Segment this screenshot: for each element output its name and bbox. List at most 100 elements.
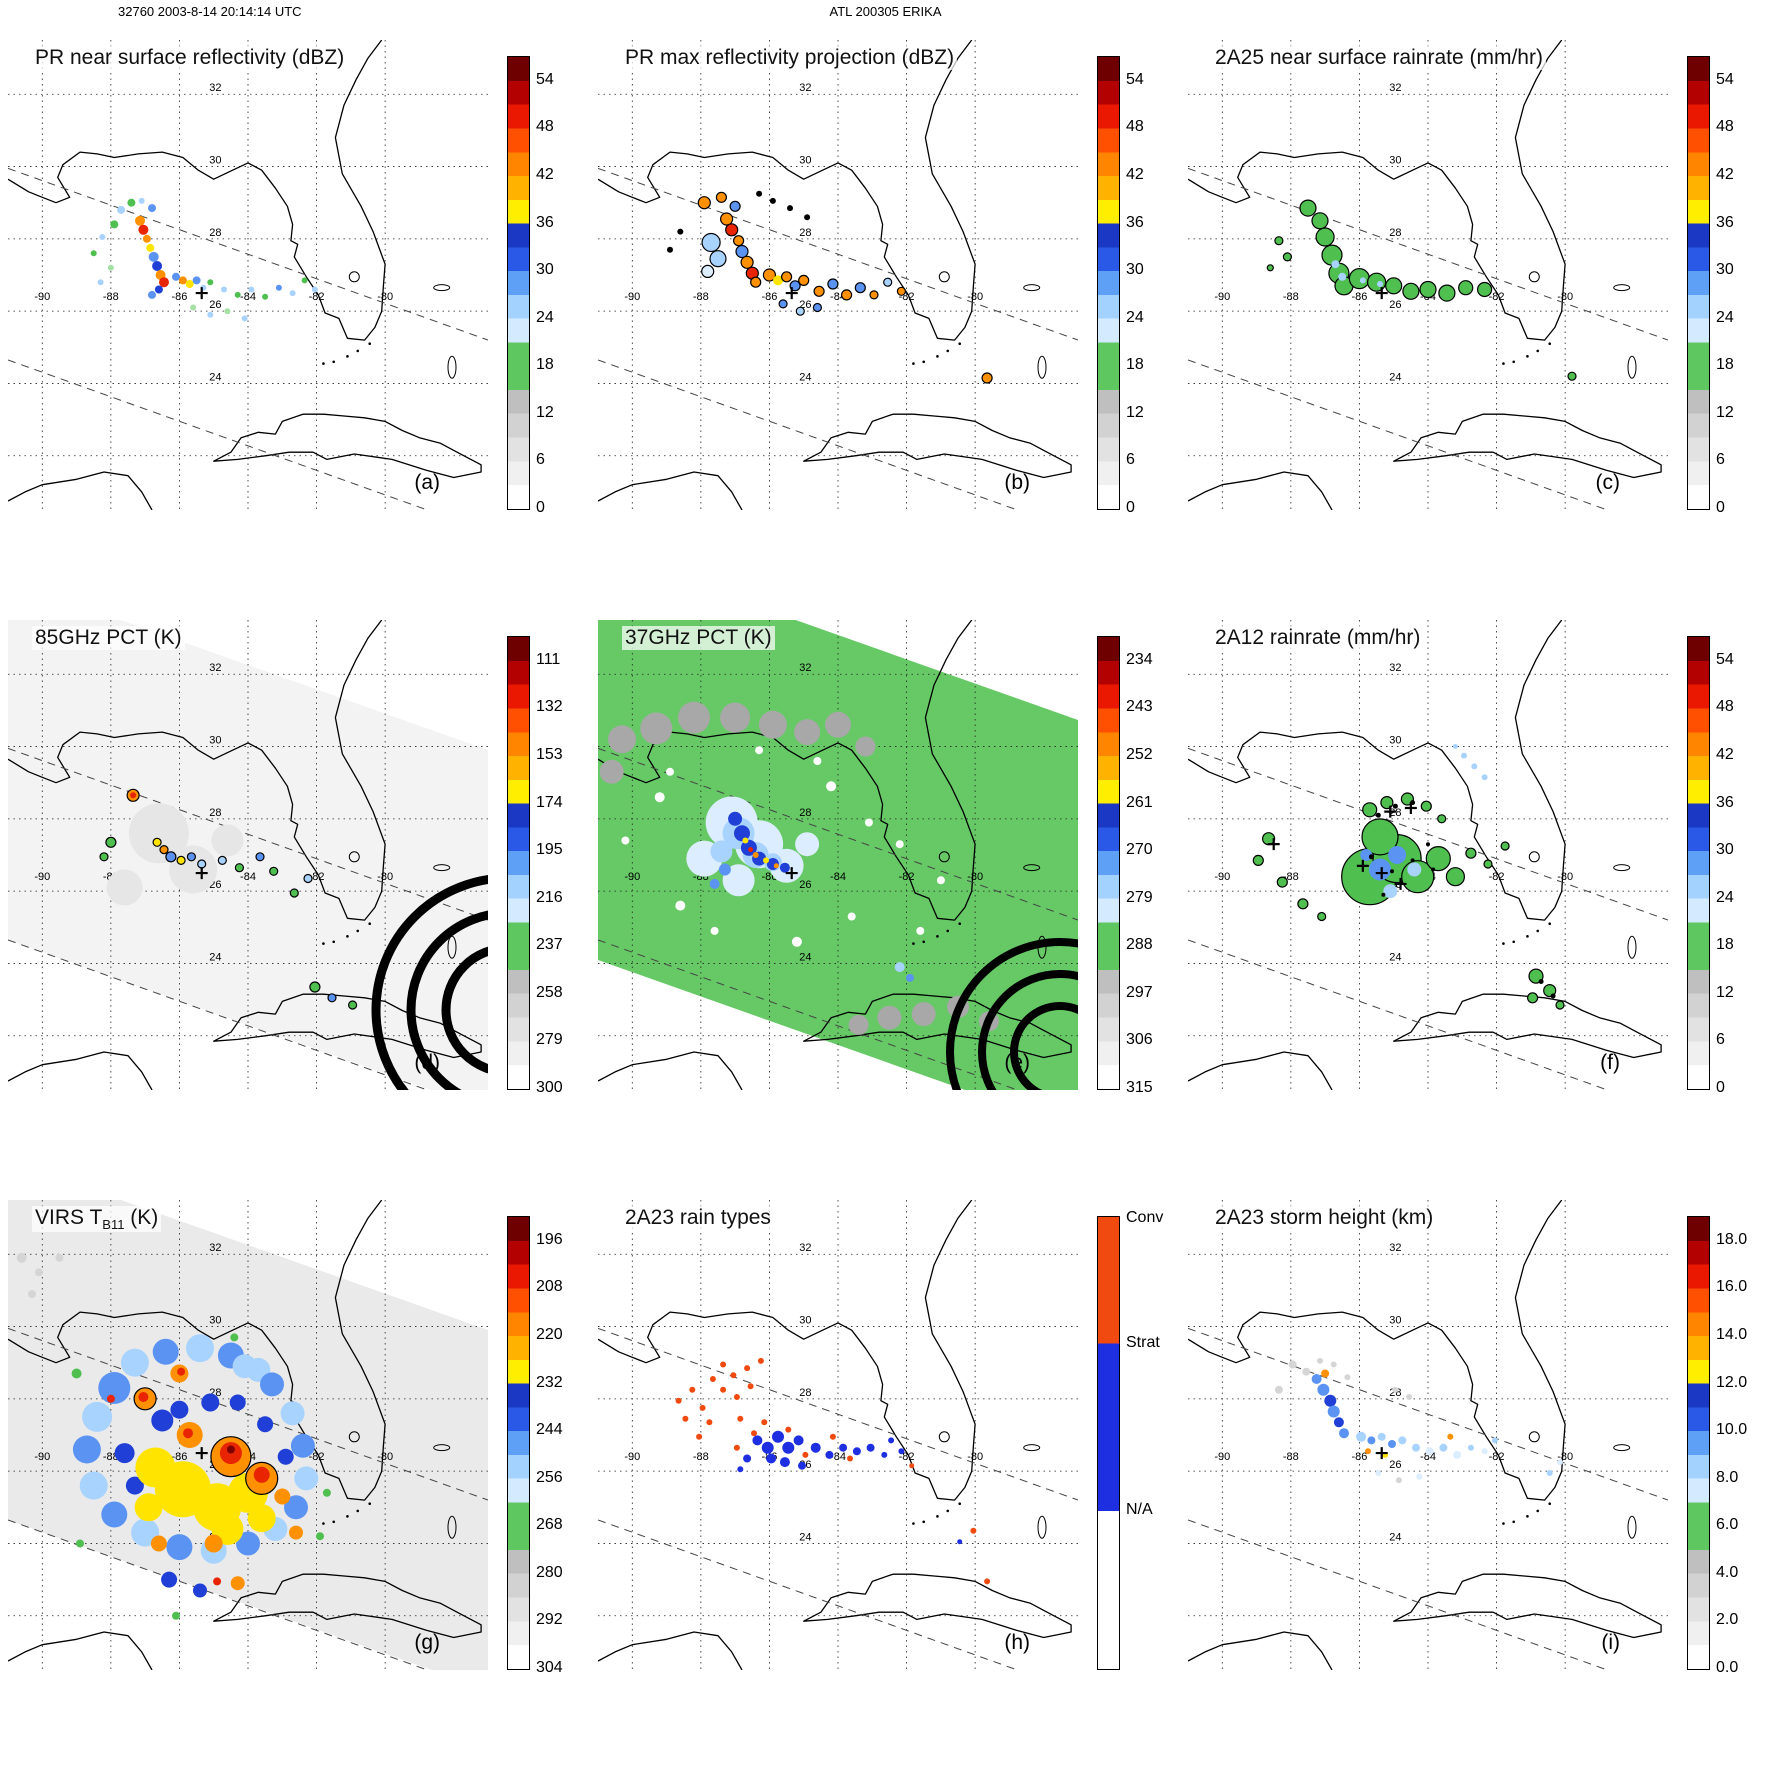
colorbar-tick: 315 bbox=[1126, 1079, 1153, 1096]
colorbar-tick: 0.0 bbox=[1716, 1659, 1739, 1676]
lon-label: -86 bbox=[171, 291, 187, 303]
panel-title-text: 85GHz PCT (K) bbox=[35, 626, 182, 649]
colorbar-tick: 18 bbox=[1716, 936, 1734, 954]
swath-edge-lines bbox=[598, 747, 1078, 1090]
panel-title-text: 2A23 rain types bbox=[625, 1206, 771, 1229]
swath-edge-lines bbox=[8, 1327, 488, 1670]
lat-label: 24 bbox=[209, 371, 221, 383]
colorbar-tick: Conv bbox=[1126, 1209, 1164, 1227]
colorbar-tick: 132 bbox=[536, 698, 563, 716]
lat-label: 24 bbox=[209, 951, 221, 963]
sensor-swath-band bbox=[8, 1200, 488, 1670]
colorbar-tick: 6 bbox=[1126, 451, 1135, 469]
lat-label: 30 bbox=[209, 1315, 221, 1327]
colorbar-a bbox=[507, 56, 530, 510]
gridlines bbox=[598, 620, 1078, 1090]
colorbar-tick: 6 bbox=[1716, 1031, 1725, 1049]
colorbar-tick: 48 bbox=[1716, 118, 1734, 136]
lat-label: 30 bbox=[209, 735, 221, 747]
colorbar-tick: 36 bbox=[1716, 793, 1734, 811]
sensor-swath-band bbox=[598, 620, 1078, 1090]
panel-letter: (g) bbox=[414, 1631, 440, 1654]
coastline bbox=[598, 1200, 1072, 1670]
colorbar-tick: 153 bbox=[536, 745, 563, 763]
colorbar-tick: 18 bbox=[1126, 356, 1144, 374]
colorbar-tick: 6 bbox=[536, 451, 545, 469]
colorbar-tick: 256 bbox=[536, 1468, 563, 1486]
lat-label: 32 bbox=[799, 82, 811, 94]
colorbar-tick: 54 bbox=[1716, 650, 1734, 668]
lat-label: 32 bbox=[799, 662, 811, 674]
colorbar-tick: 36 bbox=[1716, 213, 1734, 231]
colorbar-tick: 261 bbox=[1126, 793, 1153, 811]
swath-edge-lines bbox=[598, 1327, 1078, 1670]
panel-title-c: 2A25 near surface rainrate (mm/hr) bbox=[1212, 46, 1546, 70]
lat-label: 30 bbox=[1389, 735, 1401, 747]
colorbar-tick: 12 bbox=[536, 403, 554, 421]
colorbar-tick: 234 bbox=[1126, 650, 1153, 668]
lat-label: 28 bbox=[1389, 227, 1401, 239]
lat-label: 24 bbox=[799, 371, 811, 383]
panel-title-g: VIRS TB11 (K) bbox=[32, 1206, 162, 1233]
colorbar-tick: 244 bbox=[536, 1421, 563, 1439]
colorbar-tick: 270 bbox=[1126, 841, 1153, 859]
colorbar-tick: 18 bbox=[536, 356, 554, 374]
panel-title-i: 2A23 storm height (km) bbox=[1212, 1206, 1437, 1230]
panel-title-f: 2A12 rainrate (mm/hr) bbox=[1212, 626, 1424, 650]
storm-center-marker bbox=[195, 867, 208, 880]
sensor-swath-band bbox=[8, 620, 488, 1090]
lat-label: 30 bbox=[1389, 1315, 1401, 1327]
colorbar-b bbox=[1097, 56, 1120, 510]
data-layer bbox=[667, 190, 993, 384]
colorbar-d bbox=[507, 636, 530, 1090]
lon-label: -90 bbox=[624, 1451, 640, 1463]
panel-letter: (h) bbox=[1004, 1631, 1030, 1654]
lon-label: -80 bbox=[1557, 291, 1573, 303]
colorbar-tick: 237 bbox=[536, 936, 563, 954]
lon-label: -88 bbox=[693, 291, 709, 303]
colorbar-tick: 54 bbox=[1126, 70, 1144, 88]
colorbar-tick: 24 bbox=[1716, 888, 1734, 906]
data-layer bbox=[675, 1357, 991, 1585]
lat-label: 28 bbox=[799, 807, 811, 819]
panel-title-h: 2A23 rain types bbox=[622, 1206, 774, 1230]
colorbar-tick: 36 bbox=[536, 213, 554, 231]
colorbar-tick: 243 bbox=[1126, 698, 1153, 716]
coastline bbox=[8, 620, 482, 1090]
colorbar-e bbox=[1097, 636, 1120, 1090]
lon-label: -84 bbox=[240, 291, 256, 303]
storm-center-marker bbox=[1375, 287, 1388, 300]
colorbar-tick: 297 bbox=[1126, 983, 1153, 1001]
lat-label: 26 bbox=[1389, 299, 1401, 311]
lat-label: 32 bbox=[799, 1242, 811, 1254]
panel-i: 2A23 storm height (km) 32 30 28 26 24 -90 -88 -8… bbox=[1182, 1186, 1771, 1766]
lon-label: -88 bbox=[103, 291, 119, 303]
colorbar-tick: 30 bbox=[1716, 841, 1734, 859]
scan-edge-arcs bbox=[946, 938, 1078, 1090]
panel-title-units: (K) bbox=[124, 1206, 159, 1229]
gridlines bbox=[598, 40, 1078, 510]
lon-label: -90 bbox=[34, 1451, 50, 1463]
colorbar-tick: 54 bbox=[1716, 70, 1734, 88]
colorbar-tick: 48 bbox=[1126, 118, 1144, 136]
lat-label: 30 bbox=[799, 155, 811, 167]
colorbar-tick: 174 bbox=[536, 793, 563, 811]
storm-center-marker bbox=[195, 287, 208, 300]
colorbar-tick: 279 bbox=[536, 1031, 563, 1049]
lat-label: 28 bbox=[1389, 807, 1401, 819]
storm-center-marker bbox=[1375, 1447, 1388, 1460]
panel-title-text: PR near surface reflectivity (dBZ) bbox=[35, 46, 345, 69]
colorbar-tick: 268 bbox=[536, 1516, 563, 1534]
colorbar-tick: 12 bbox=[1716, 983, 1734, 1001]
panel-letter: (e) bbox=[1004, 1051, 1030, 1074]
colorbar-tick: 42 bbox=[536, 165, 554, 183]
swath-edge-lines bbox=[1188, 747, 1668, 1090]
colorbar-tick: Strat bbox=[1126, 1333, 1160, 1351]
colorbar-tick: 111 bbox=[536, 650, 561, 668]
